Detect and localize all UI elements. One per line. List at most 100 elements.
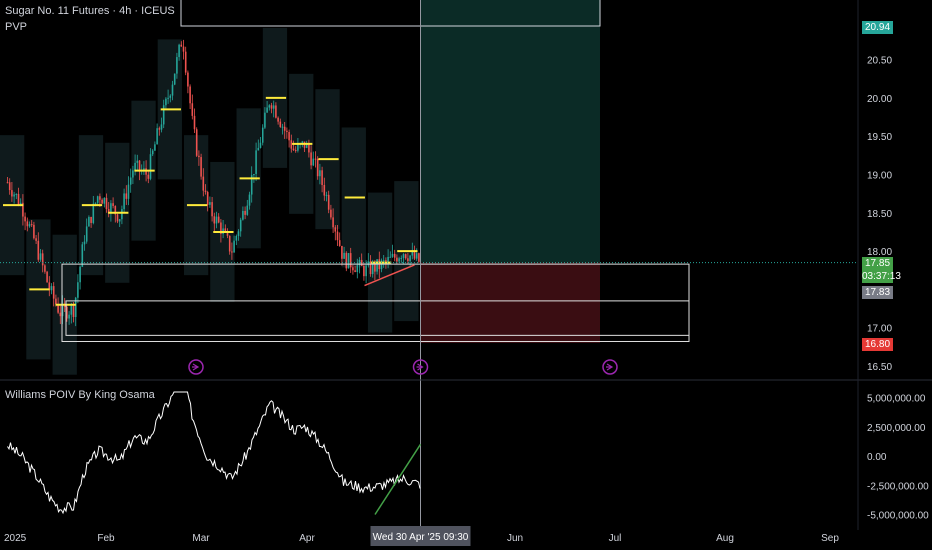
candle-body	[26, 221, 29, 227]
candle-body	[79, 266, 81, 283]
time-axis-label: Sep	[821, 533, 839, 544]
candle-body	[402, 254, 405, 258]
candle-body	[129, 177, 132, 185]
time-axis-label: Feb	[97, 533, 115, 544]
candle-body	[125, 193, 128, 199]
event-forward-icon[interactable]	[412, 359, 429, 375]
candle-body	[418, 253, 420, 262]
candle-body	[204, 190, 207, 193]
candle-body	[90, 216, 92, 223]
candle-body	[279, 121, 282, 127]
candle-body	[28, 224, 31, 227]
candle-body	[310, 152, 312, 166]
candle-body	[292, 148, 295, 150]
candle-body	[209, 202, 211, 205]
candle-body	[211, 202, 213, 217]
candle-body	[92, 203, 95, 223]
candle-body	[332, 217, 334, 228]
candle-body	[217, 216, 220, 223]
candle-body	[52, 286, 55, 299]
candle-body	[371, 263, 374, 275]
candle-body	[272, 105, 275, 109]
event-forward-icon[interactable]	[188, 359, 204, 375]
candle-body	[220, 222, 222, 234]
candle-body	[158, 128, 161, 130]
candle-body	[259, 142, 262, 148]
symbol-title: Sugar No. 11 Futures · 4h · ICEUS	[5, 5, 175, 17]
time-axis-label: Apr	[299, 533, 315, 544]
candle-body	[415, 253, 418, 259]
price-divergence-line[interactable]	[364, 264, 415, 287]
candle-body	[363, 265, 365, 277]
candle-body	[294, 149, 297, 151]
candle-body	[228, 235, 231, 252]
candle-body	[134, 162, 136, 171]
candle-body	[347, 253, 350, 269]
candle-body	[323, 184, 326, 196]
candle-body	[360, 259, 363, 266]
candle-body	[191, 103, 194, 116]
candle-body	[149, 154, 152, 179]
candle-body	[246, 205, 249, 215]
candle-body	[288, 131, 290, 141]
candle-body	[160, 124, 163, 130]
candle-body	[81, 244, 84, 267]
candle-body	[77, 282, 79, 298]
oscillator-title[interactable]: Williams POIV By King Osama	[5, 389, 155, 401]
candle-body	[105, 197, 108, 209]
candle-body	[352, 267, 354, 271]
osc-tick-label: -5,000,000.00	[867, 511, 929, 522]
candle-body	[264, 112, 266, 128]
candle-body	[266, 107, 268, 113]
candle-body	[257, 147, 260, 151]
indicator-label[interactable]: PVP	[5, 21, 28, 33]
time-cursor-label: Wed 30 Apr '25 09:30	[373, 532, 469, 543]
candle-body	[413, 251, 416, 259]
last-price-value: 17.85	[864, 258, 891, 269]
candle-body	[202, 176, 205, 191]
candle-body	[281, 126, 284, 128]
candle-body	[118, 219, 121, 222]
support-zone-box[interactable]	[65, 300, 690, 336]
candle-body	[345, 252, 348, 269]
candle-body	[30, 224, 33, 226]
candle-body	[147, 174, 150, 179]
time-axis-label: Jun	[507, 533, 523, 544]
price-tick-label: 20.00	[867, 94, 892, 105]
candle-body	[277, 117, 279, 122]
oscillator-divergence-line[interactable]	[374, 443, 422, 515]
candle-body	[165, 98, 167, 106]
candle-body	[330, 209, 332, 218]
candle-body	[46, 271, 48, 283]
candle-body	[162, 105, 165, 125]
candle-body	[411, 251, 414, 256]
candle-body	[33, 224, 35, 239]
candle-body	[154, 144, 156, 151]
candle-body	[233, 240, 235, 253]
candle-body	[248, 194, 251, 206]
candle-body	[35, 238, 37, 241]
candle-body	[400, 257, 403, 259]
candle-body	[213, 216, 216, 224]
candle-body	[55, 298, 57, 305]
price-tick-label: 18.00	[867, 247, 892, 258]
candle-body	[231, 251, 233, 253]
candle-body	[11, 190, 13, 197]
candle-body	[13, 194, 15, 197]
candle-body	[365, 265, 367, 277]
candle-body	[41, 253, 44, 266]
candle-body	[193, 115, 196, 130]
candle-body	[37, 240, 40, 260]
candle-body	[114, 205, 117, 215]
last-price-tag: 17.85 03:37:13	[862, 257, 901, 283]
osc-tick-label: 5,000,000.00	[867, 394, 926, 405]
candle-body	[325, 194, 328, 196]
candle-body	[169, 95, 172, 98]
price-tick-label: 19.00	[867, 171, 892, 182]
candle-body	[22, 202, 24, 217]
event-forward-icon[interactable]	[602, 359, 618, 375]
target-box-outline	[180, 0, 601, 27]
candle-body	[57, 304, 59, 313]
